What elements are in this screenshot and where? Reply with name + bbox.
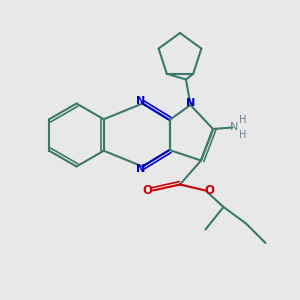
Text: H: H [239,130,247,140]
Text: N: N [230,122,238,133]
Text: N: N [186,98,195,109]
Text: O: O [204,184,214,197]
Text: N: N [136,164,146,175]
Text: H: H [239,115,247,125]
Text: O: O [142,184,152,197]
Text: N: N [136,95,146,106]
